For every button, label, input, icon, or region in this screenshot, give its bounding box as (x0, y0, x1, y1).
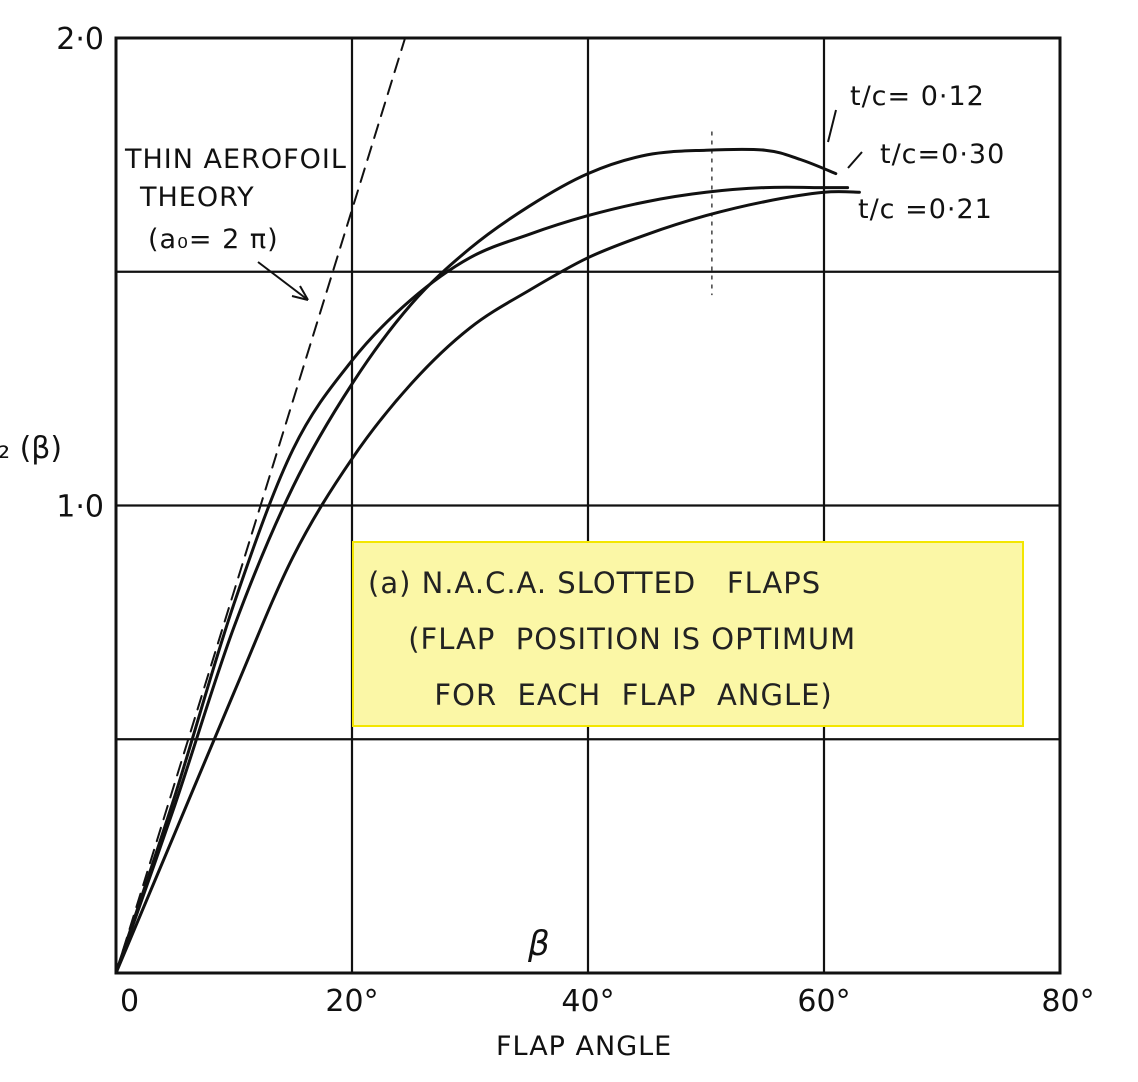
x-tick-label-0: 0 (120, 984, 139, 1019)
x-axis-symbol: β (527, 924, 550, 964)
y-tick-label-2: 2·0 (56, 22, 104, 57)
plot-frame (114, 36, 1062, 975)
theory-label-line1: THIN AEROFOIL (124, 144, 347, 175)
annotation-line-2: (FLAP POSITION IS OPTIMUM (398, 622, 857, 656)
curve-thin-aerofoil-theory (115, 37, 407, 974)
annotation-line-1: (a) N.A.C.A. SLOTTED FLAPS (368, 566, 822, 600)
series-label-tc-030: t/c=0·30 (880, 139, 1005, 170)
plot-border (114, 36, 1062, 975)
theory-label-line2: THEORY (139, 182, 255, 213)
curve-group (114, 37, 861, 975)
x-tick-label-20: 20° (325, 984, 378, 1019)
annotation-box: (a) N.A.C.A. SLOTTED FLAPS (FLAP POSITIO… (352, 541, 1024, 727)
x-tick-label-60: 60° (797, 984, 850, 1019)
x-axis-title: FLAP ANGLE (496, 1031, 672, 1062)
y-axis-title: ₂ (β) (0, 431, 62, 466)
curve-tc-030 (114, 185, 850, 975)
annotation-line-3: FOR EACH FLAP ANGLE) (414, 678, 833, 712)
series-label-pointer-012 (827, 109, 837, 143)
grid-lines (116, 38, 1060, 973)
tick-labels: 0 20° 40° 60° 80° 1·0 2·0 (56, 22, 1094, 1019)
curve-tc-012 (114, 147, 838, 975)
x-tick-label-80: 80° (1041, 984, 1094, 1019)
theory-arrow-head (291, 285, 309, 301)
theory-arrow (257, 261, 309, 301)
curve-tc-021 (114, 190, 861, 975)
y-tick-label-1: 1·0 (56, 490, 104, 525)
theory-label-line3: (a₀= 2 π) (148, 224, 279, 255)
series-label-pointer-030 (847, 151, 863, 169)
series-label-tc-021: t/c =0·21 (858, 194, 993, 225)
series-label-tc-012: t/c= 0·12 (850, 81, 985, 112)
x-tick-label-40: 40° (561, 984, 614, 1019)
